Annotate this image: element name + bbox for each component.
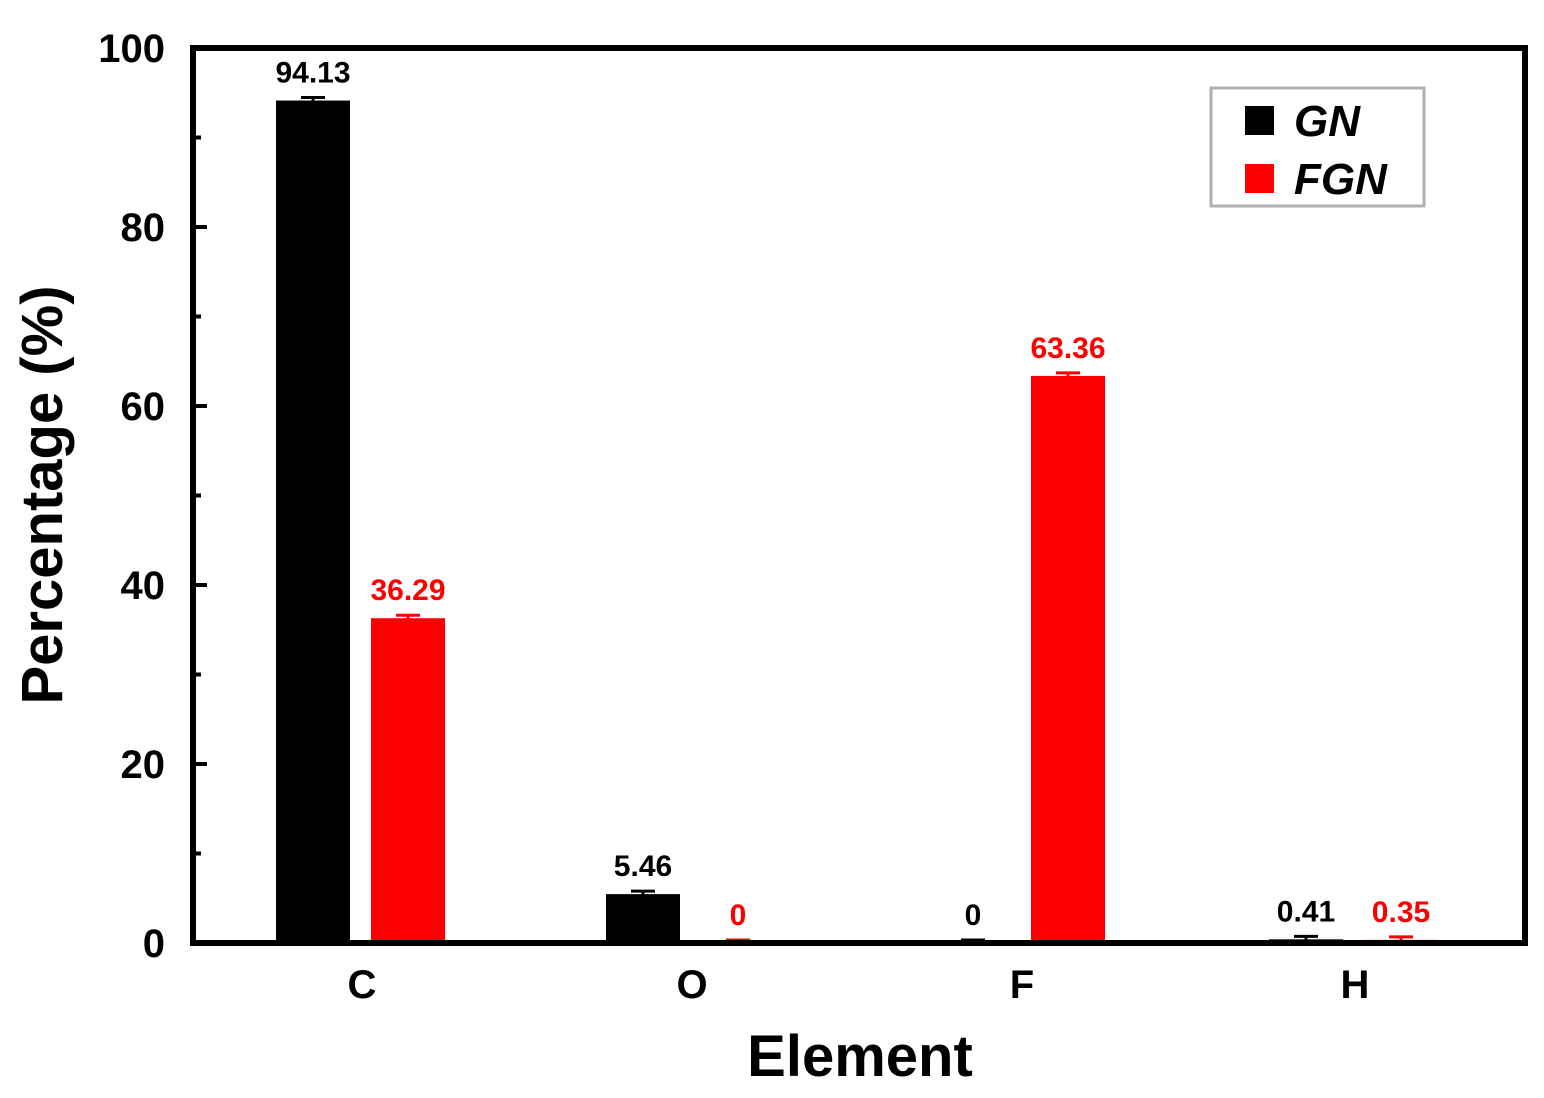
legend: GN FGN: [1209, 86, 1426, 208]
data-label-fgn-o: 0: [730, 899, 747, 932]
y-tick-label: 80: [121, 206, 166, 250]
data-label-gn-o: 5.46: [614, 850, 672, 883]
x-tick-label-f: F: [1010, 963, 1034, 1007]
y-tick-label: 40: [121, 564, 166, 608]
data-label-gn-f: 0: [965, 899, 982, 932]
legend-label-gn: GN: [1294, 97, 1361, 146]
y-tick-label: 60: [121, 385, 166, 429]
x-axis-title: Element: [747, 1024, 973, 1089]
data-label-fgn-h: 0.35: [1372, 896, 1430, 929]
data-label-gn-c: 94.13: [275, 57, 350, 90]
bar-fgn-c: [371, 618, 445, 943]
x-tick-label-c: C: [348, 963, 377, 1007]
data-label-fgn-f: 63.36: [1030, 332, 1105, 365]
y-tick-label: 100: [98, 27, 165, 71]
data-label-fgn-c: 36.29: [370, 574, 445, 607]
bar-fgn-f: [1031, 375, 1105, 944]
data-label-gn-h: 0.41: [1277, 895, 1335, 928]
y-axis-title: Percentage (%): [10, 285, 75, 704]
axes-layer: 0 20 40 60 80 100 C O F H: [98, 27, 1528, 1007]
legend-label-fgn: FGN: [1294, 155, 1388, 204]
data-labels-layer: 94.13 5.46 0 0.41 36.29 0 63.36 0.35: [275, 57, 1430, 932]
y-tick-label: 0: [143, 922, 165, 966]
legend-swatch-fgn: [1245, 164, 1274, 193]
x-tick-label-h: H: [1341, 963, 1370, 1007]
x-tick-label-o: O: [676, 963, 707, 1007]
y-tick-label: 20: [121, 743, 166, 787]
bars-layer: [276, 96, 1438, 944]
legend-swatch-gn: [1245, 106, 1274, 135]
bar-gn-o: [606, 894, 680, 943]
bar-gn-c: [276, 100, 350, 943]
